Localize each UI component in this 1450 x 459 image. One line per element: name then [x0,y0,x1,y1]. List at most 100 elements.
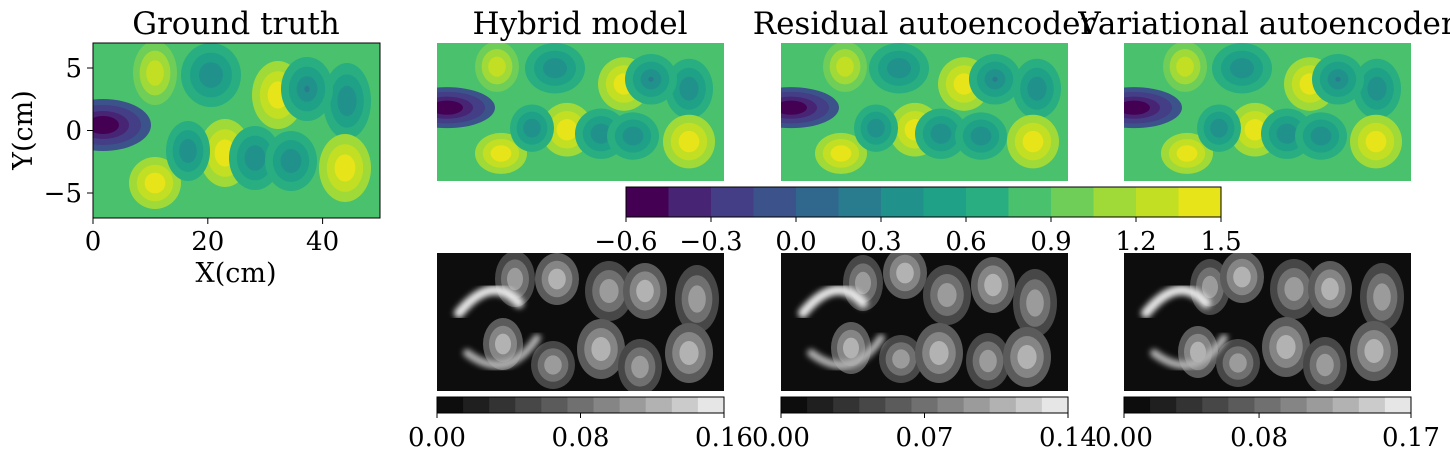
variational-error-contour [1202,275,1218,299]
residual-autoencoder-contour [887,58,911,79]
variational-autoencoder-contour [1230,58,1254,79]
panel-title-hybrid-model: Hybrid model [473,6,688,42]
residual-error-colorbar-level [937,397,965,413]
viridis-colorbar-level [753,187,797,217]
variational-error-colorbar-frame [1123,396,1412,414]
residual-error-colorbar-level [807,397,834,413]
residual-autoencoder-contour [830,145,852,162]
residual-error-colorbar-level [833,397,860,413]
y-tick-label: 5 [65,54,82,84]
hybrid-error-colorbar-tick-label: 0.08 [552,423,610,453]
variational-error-colorbar-level [1254,397,1282,413]
hybrid-error-wake-arc [463,334,541,369]
ground-truth-contour [146,60,164,86]
hybrid-model-contour [679,76,699,101]
residual-error-colorbar-level [1015,397,1043,413]
viridis-colorbar-level [966,187,1009,217]
residual-error-colorbar-tick-label: 0.00 [752,423,810,453]
residual-error-colorbar-level [781,397,808,413]
hybrid-error-colorbar-level [437,397,464,413]
hybrid-error-contour [636,279,654,303]
viridis-colorbar-level [796,187,839,217]
variational-error-contour [1284,277,1304,301]
panel-title-ground-truth: Ground truth [132,6,340,42]
hybrid-error-colorbar-level [463,397,490,413]
hybrid-error-colorbar-level [489,397,516,413]
viridis-colorbar-level [1178,187,1222,217]
x-axis-label: X(cm) [195,258,276,289]
viridis-colorbar-level [1093,187,1137,217]
y-tick-label: −5 [44,179,82,209]
variational-error-colorbar-level [1202,397,1229,413]
panel-title-residual-autoencoder: Residual autoencoder [753,6,1096,42]
residual-error-contour [892,349,910,369]
variational-autoencoder-wake-contour [1124,100,1150,115]
variational-error-contour [1233,266,1251,288]
hybrid-model-contour [590,123,612,144]
variational-error-colorbar-level [1228,397,1255,413]
variational-autoencoder-contour [1367,76,1387,101]
residual-error-contour [855,271,871,295]
variational-autoencoder-contour [1176,145,1198,162]
ground-truth-contour [144,172,166,194]
hybrid-model-contour [543,58,567,79]
residual-error-contour [1017,345,1037,369]
variational-autoencoder-error-field [1124,253,1411,391]
residual-error-contour [937,283,957,307]
ground-truth-field [93,43,380,218]
viridis-colorbar-level [668,187,712,217]
residual-autoencoder-contour [836,56,854,77]
residual-error-wake-arc [807,334,885,369]
hybrid-error-contour [544,355,562,375]
viridis-colorbar-level [1008,187,1052,217]
variational-autoencoder-contour [1365,130,1387,153]
hybrid-error-colorbar-level [697,397,725,413]
ground-truth-contour [199,62,223,88]
residual-autoencoder-contour [970,126,992,146]
residual-error-colorbar-level [911,397,939,413]
variational-error-colorbar-tick-label: 0.00 [1095,423,1153,453]
viridis-colorbar-level [626,187,669,217]
variational-error-contour [1229,353,1247,373]
hybrid-model-contour [490,145,512,162]
hybrid-error-wake-arc [454,285,524,318]
variational-error-colorbar-level [1306,397,1334,413]
viridis-colorbar: −0.6 −0.3 0.0 0.3 0.6 0.9 1.2 1.5 [594,186,1242,257]
ground-truth-contour [179,139,197,163]
hybrid-model-contour [523,118,541,138]
hybrid-error-colorbar-tick-label: 0.00 [408,423,466,453]
variational-autoencoder-contour [1176,56,1194,77]
hybrid-error-colorbar-level [593,397,621,413]
variational-autoencoder-contour [1310,126,1332,146]
variational-error-contour [1373,283,1391,311]
hybrid-error-colorbar: 0.00 0.08 0.16 [408,396,753,453]
hybrid-error-contour [688,285,706,313]
viridis-colorbar-level [1136,187,1179,217]
residual-error-colorbar-tick-label: 0.07 [896,423,954,453]
variational-error-contour [1316,353,1334,377]
hybrid-model-field [437,43,724,181]
residual-autoencoder-contour [1022,130,1044,153]
viridis-colorbar-tick-label: 0.6 [945,227,986,257]
ground-truth-contour [304,85,310,93]
variational-error-colorbar-tick-label: 0.17 [1382,423,1440,453]
viridis-colorbar-tick-label: 1.5 [1200,227,1241,257]
variational-error-colorbar-level [1176,397,1203,413]
variational-error-colorbar-level [1384,397,1412,413]
variational-error-colorbar-level [1332,397,1360,413]
variational-error-colorbar: 0.00 0.08 0.17 [1095,396,1440,453]
residual-autoencoder-contour [1027,76,1047,101]
ground-truth-wake-contour [93,116,119,134]
hybrid-error-contour [495,333,511,355]
residual-error-colorbar-level [859,397,886,413]
viridis-colorbar-frame [625,186,1222,218]
viridis-colorbar-tick-label: 0.0 [775,227,816,257]
residual-autoencoder-error-field [781,253,1068,391]
hybrid-error-colorbar-level [567,397,595,413]
residual-autoencoder-contour [992,76,998,82]
residual-error-colorbar-level [989,397,1017,413]
viridis-colorbar-level [1051,187,1094,217]
residual-error-colorbar-level [963,397,991,413]
variational-autoencoder-contour [1210,118,1228,138]
